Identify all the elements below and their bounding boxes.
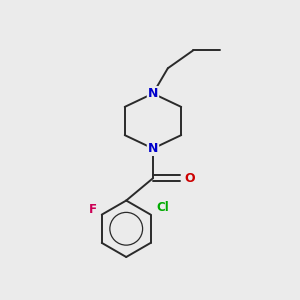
- Text: N: N: [148, 87, 158, 100]
- Text: Cl: Cl: [157, 201, 169, 214]
- Text: F: F: [89, 203, 97, 216]
- Text: N: N: [148, 142, 158, 155]
- Text: O: O: [184, 172, 194, 185]
